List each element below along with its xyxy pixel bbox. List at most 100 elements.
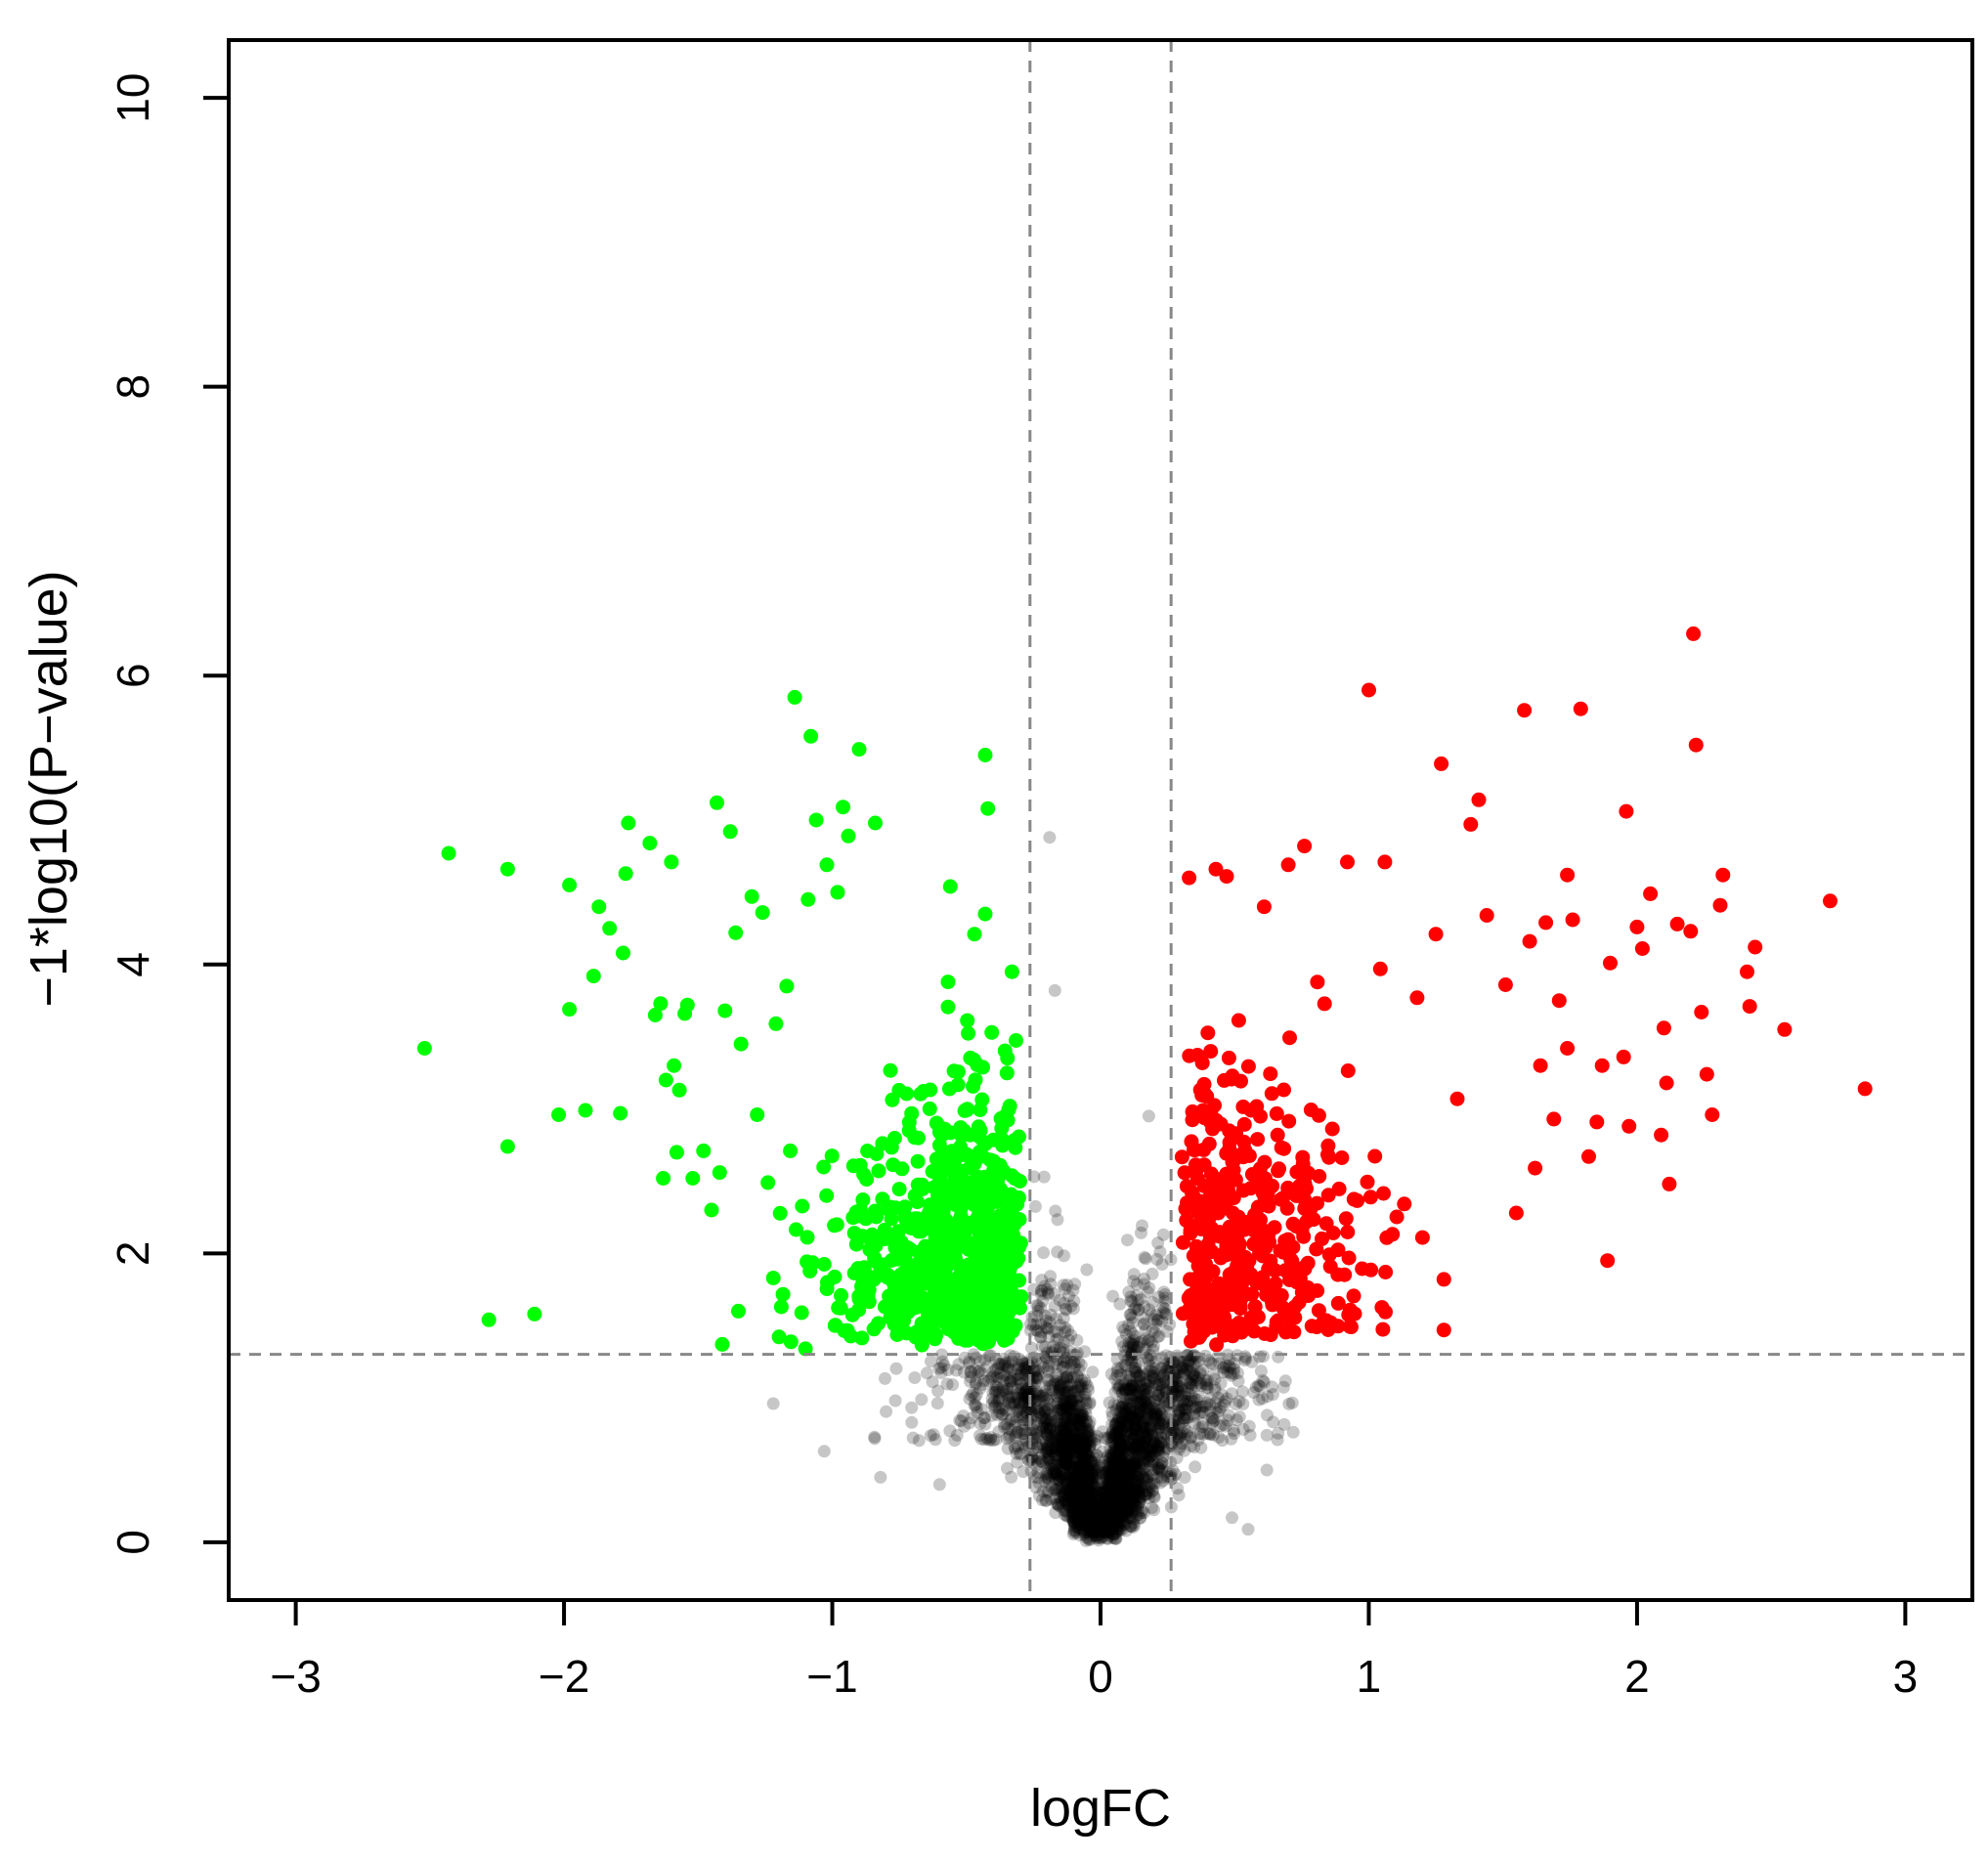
point-down-regulated bbox=[1004, 1168, 1019, 1184]
point-not-significant bbox=[1129, 1500, 1142, 1513]
point-not-significant bbox=[1124, 1383, 1138, 1397]
point-not-significant bbox=[1136, 1439, 1149, 1452]
point-not-significant bbox=[1114, 1503, 1128, 1517]
point-down-regulated bbox=[968, 1072, 983, 1088]
point-up-regulated bbox=[1212, 1319, 1228, 1334]
point-up-regulated bbox=[1259, 1287, 1274, 1303]
point-down-regulated bbox=[803, 728, 819, 744]
point-not-significant bbox=[1176, 1403, 1189, 1415]
point-not-significant bbox=[1114, 1470, 1128, 1484]
point-up-regulated bbox=[1188, 1157, 1203, 1173]
point-not-significant bbox=[1214, 1376, 1228, 1390]
point-down-regulated bbox=[976, 1191, 992, 1207]
point-up-regulated bbox=[1318, 1313, 1334, 1328]
point-not-significant bbox=[1173, 1431, 1187, 1444]
point-not-significant bbox=[1145, 1458, 1159, 1472]
point-not-significant bbox=[1137, 1470, 1150, 1484]
point-down-regulated bbox=[710, 795, 724, 810]
point-not-significant bbox=[1104, 1507, 1118, 1521]
point-not-significant bbox=[1070, 1513, 1084, 1527]
point-not-significant bbox=[1077, 1492, 1091, 1505]
point-not-significant bbox=[1096, 1445, 1109, 1458]
point-not-significant bbox=[1130, 1421, 1144, 1435]
point-up-regulated bbox=[1428, 927, 1444, 942]
point-not-significant bbox=[1267, 1415, 1280, 1429]
point-down-regulated bbox=[922, 1101, 937, 1116]
point-not-significant bbox=[1102, 1462, 1116, 1476]
point-up-regulated bbox=[1376, 1186, 1391, 1201]
point-up-regulated bbox=[1594, 1058, 1610, 1073]
point-not-significant bbox=[1152, 1447, 1166, 1460]
point-not-significant bbox=[1090, 1491, 1103, 1504]
point-not-significant bbox=[1060, 1451, 1074, 1464]
point-not-significant bbox=[1060, 1449, 1074, 1462]
point-not-significant bbox=[1079, 1475, 1093, 1489]
point-not-significant bbox=[1113, 1494, 1127, 1507]
point-not-significant bbox=[1134, 1511, 1146, 1525]
point-not-significant bbox=[1114, 1456, 1128, 1470]
point-not-significant bbox=[1086, 1365, 1100, 1379]
point-not-significant bbox=[1117, 1463, 1130, 1477]
point-not-significant bbox=[1035, 1274, 1049, 1287]
point-down-regulated bbox=[995, 1209, 1011, 1225]
point-not-significant bbox=[1037, 1361, 1050, 1374]
point-not-significant bbox=[969, 1377, 982, 1391]
point-not-significant bbox=[1155, 1384, 1169, 1398]
point-not-significant bbox=[1163, 1318, 1177, 1331]
point-not-significant bbox=[1024, 1323, 1037, 1337]
point-not-significant bbox=[1125, 1402, 1139, 1415]
point-not-significant bbox=[1181, 1395, 1194, 1407]
point-not-significant bbox=[1134, 1399, 1147, 1412]
point-up-regulated bbox=[1715, 867, 1731, 883]
point-not-significant bbox=[1124, 1520, 1138, 1534]
point-not-significant bbox=[978, 1417, 992, 1431]
point-not-significant bbox=[1173, 1440, 1187, 1453]
point-down-regulated bbox=[944, 1177, 960, 1191]
point-not-significant bbox=[1089, 1510, 1102, 1524]
point-not-significant bbox=[1114, 1443, 1128, 1456]
point-not-significant bbox=[1170, 1384, 1184, 1398]
point-not-significant bbox=[1047, 1457, 1060, 1471]
point-not-significant bbox=[1046, 1378, 1059, 1392]
point-not-significant bbox=[934, 1361, 948, 1374]
point-not-significant bbox=[1111, 1520, 1125, 1534]
point-not-significant bbox=[1037, 1416, 1051, 1430]
point-down-regulated bbox=[765, 1271, 781, 1285]
point-down-regulated bbox=[527, 1306, 542, 1321]
point-not-significant bbox=[1172, 1384, 1186, 1398]
point-not-significant bbox=[1011, 1440, 1024, 1453]
point-down-regulated bbox=[585, 969, 601, 984]
point-down-regulated bbox=[897, 1286, 913, 1302]
point-not-significant bbox=[1094, 1527, 1107, 1540]
point-not-significant bbox=[1078, 1479, 1092, 1493]
point-not-significant bbox=[1016, 1465, 1030, 1479]
point-down-regulated bbox=[846, 1266, 862, 1280]
point-not-significant bbox=[1153, 1417, 1167, 1430]
point-not-significant bbox=[1228, 1363, 1241, 1376]
point-not-significant bbox=[1040, 1469, 1054, 1483]
point-not-significant bbox=[1031, 1402, 1045, 1415]
point-not-significant bbox=[1153, 1245, 1167, 1259]
point-not-significant bbox=[1154, 1435, 1168, 1449]
point-not-significant bbox=[1159, 1395, 1173, 1408]
point-not-significant bbox=[1137, 1318, 1150, 1331]
point-not-significant bbox=[1121, 1428, 1135, 1442]
point-down-regulated bbox=[773, 1299, 789, 1315]
y-tick-label: 0 bbox=[108, 1530, 158, 1555]
point-not-significant bbox=[948, 1434, 962, 1448]
point-not-significant bbox=[1095, 1517, 1108, 1531]
point-not-significant bbox=[1105, 1502, 1119, 1516]
point-up-regulated bbox=[1581, 1148, 1596, 1164]
point-up-regulated bbox=[1654, 1127, 1669, 1143]
point-not-significant bbox=[1185, 1360, 1197, 1373]
point-not-significant bbox=[1181, 1428, 1194, 1441]
point-up-regulated bbox=[1280, 857, 1296, 873]
point-not-significant bbox=[1129, 1429, 1143, 1443]
point-not-significant bbox=[905, 1401, 919, 1414]
point-not-significant bbox=[1113, 1449, 1127, 1462]
point-up-regulated bbox=[1189, 1048, 1205, 1062]
point-not-significant bbox=[1048, 983, 1061, 997]
point-not-significant bbox=[1032, 1489, 1046, 1502]
point-not-significant bbox=[1090, 1429, 1103, 1443]
point-not-significant bbox=[972, 1364, 986, 1378]
